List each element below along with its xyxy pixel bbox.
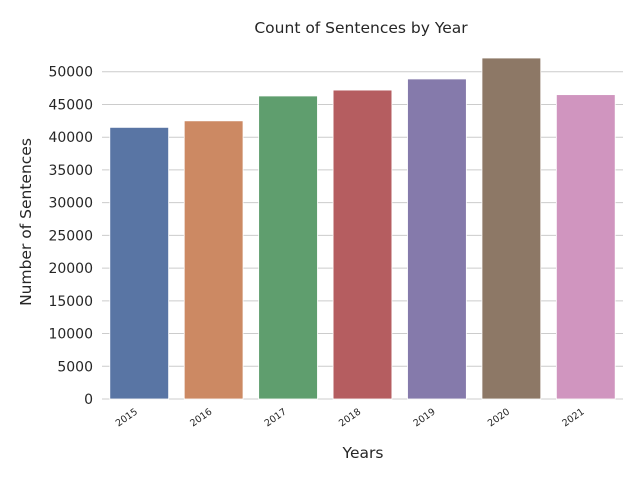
y-tick-label: 50000 [48,65,93,81]
bar-2019 [407,78,467,400]
chart-title: Count of Sentences by Year [254,19,468,37]
x-axis-ticks: 2015 2016 2017 2018 2019 2020 2021 [114,406,587,429]
y-tick-label: 15000 [48,294,93,310]
bar-2021 [555,94,616,400]
y-tick-label: 0 [84,392,93,408]
y-axis-label: Number of Sentences [17,138,35,306]
x-tick-label: 2018 [337,406,363,429]
y-tick-label: 20000 [48,261,93,277]
y-tick-label: 35000 [48,163,93,179]
x-tick-label: 2021 [560,406,586,429]
bar-2020 [481,57,542,400]
bars [109,57,616,400]
bar-2017 [258,95,318,400]
bar-2015 [109,126,170,400]
y-tick-label: 25000 [48,228,93,244]
x-tick-label: 2016 [188,406,214,429]
y-axis-ticks: 0 5000 10000 15000 20000 25000 30000 35000 40000… [48,65,93,408]
x-tick-label: 2015 [114,406,140,429]
x-tick-label: 2020 [486,406,512,429]
x-tick-label: 2019 [412,406,438,429]
y-tick-label: 5000 [57,359,93,375]
y-tick-label: 10000 [48,327,93,343]
x-tick-label: 2017 [263,406,289,429]
y-tick-label: 45000 [48,97,93,113]
y-tick-label: 30000 [48,196,93,212]
bar-2018 [332,89,393,400]
x-axis-label: Years [342,444,384,462]
y-tick-label: 40000 [48,130,93,146]
bar-2016 [183,120,244,400]
